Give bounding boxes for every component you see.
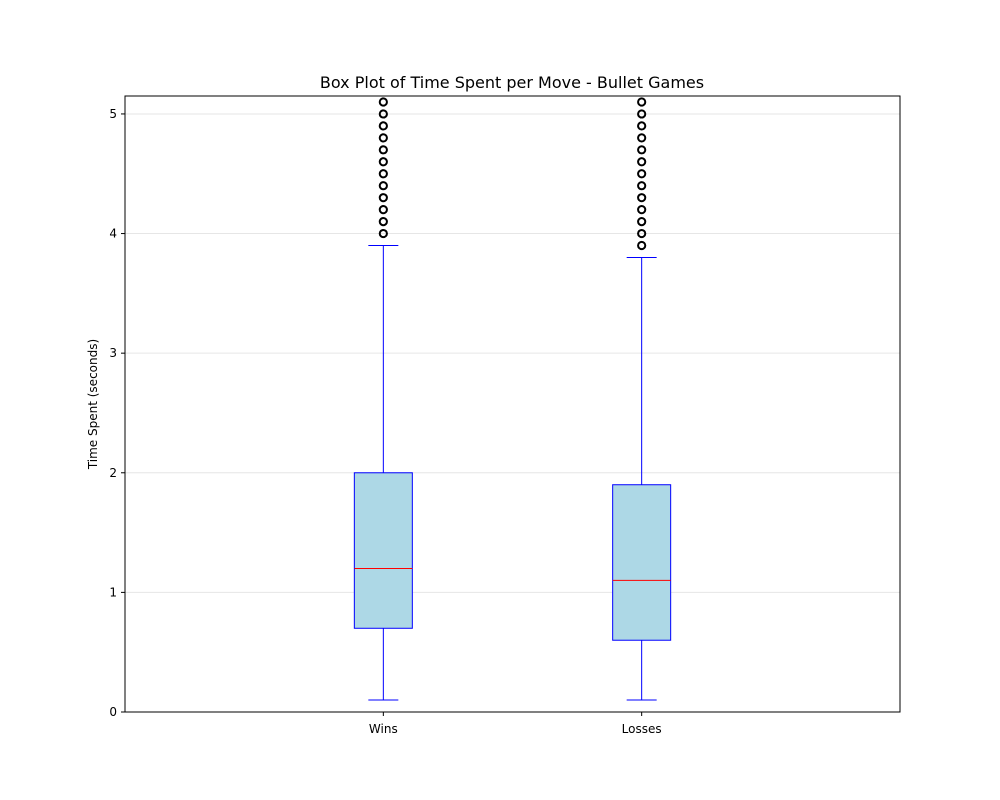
outlier-point xyxy=(637,133,647,143)
box xyxy=(353,472,413,629)
outlier-point xyxy=(378,145,388,155)
y-tick-label: 3 xyxy=(109,346,117,360)
outlier-point xyxy=(637,145,647,155)
box xyxy=(612,484,672,641)
plot-frame xyxy=(124,95,901,713)
outlier-point xyxy=(637,181,647,191)
outlier-point xyxy=(637,97,647,107)
box-group-losses xyxy=(612,97,672,701)
box-group-wins xyxy=(353,97,413,701)
y-tick-label: 1 xyxy=(109,585,117,599)
x-tick-label: Losses xyxy=(622,722,662,736)
outlier-point xyxy=(378,157,388,167)
outlier-point xyxy=(637,121,647,131)
outlier-point xyxy=(637,240,647,251)
outlier-point xyxy=(378,109,388,119)
y-axis-label: Time Spent (seconds) xyxy=(86,339,100,470)
outlier-point xyxy=(378,205,388,215)
outlier-point xyxy=(378,97,388,107)
y-axis: 0 1 2 3 4 5 xyxy=(109,107,125,719)
outlier-point xyxy=(378,216,388,227)
outlier-point xyxy=(378,169,388,179)
outlier-point xyxy=(637,205,647,215)
outlier-point xyxy=(637,157,647,167)
outlier-point xyxy=(637,169,647,179)
x-axis: Wins Losses xyxy=(369,712,662,736)
outlier-point xyxy=(378,193,388,203)
outlier-point xyxy=(637,216,647,227)
outlier-point xyxy=(637,228,647,239)
outlier-point xyxy=(637,193,647,203)
outlier-point xyxy=(378,228,388,239)
x-tick-label: Wins xyxy=(369,722,398,736)
outlier-point xyxy=(637,109,647,119)
y-tick-label: 4 xyxy=(109,227,117,241)
grid-lines xyxy=(125,113,900,713)
plot-area xyxy=(353,97,672,701)
outlier-point xyxy=(378,181,388,191)
chart-title: Box Plot of Time Spent per Move - Bullet… xyxy=(320,73,704,92)
outlier-point xyxy=(378,121,388,131)
y-tick-label: 2 xyxy=(109,466,117,480)
y-tick-label: 0 xyxy=(109,705,117,719)
y-tick-label: 5 xyxy=(109,107,117,121)
outlier-point xyxy=(378,133,388,143)
